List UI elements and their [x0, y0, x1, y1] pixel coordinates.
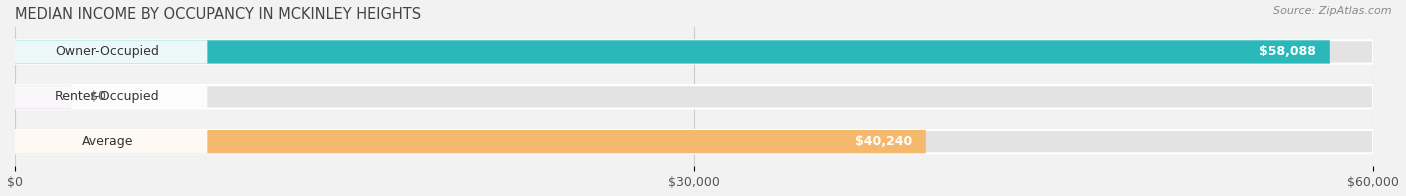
Text: MEDIAN INCOME BY OCCUPANCY IN MCKINLEY HEIGHTS: MEDIAN INCOME BY OCCUPANCY IN MCKINLEY H…	[15, 7, 420, 22]
Text: Source: ZipAtlas.com: Source: ZipAtlas.com	[1274, 6, 1392, 16]
FancyBboxPatch shape	[15, 130, 925, 153]
FancyBboxPatch shape	[15, 40, 1374, 64]
FancyBboxPatch shape	[15, 40, 1330, 64]
FancyBboxPatch shape	[15, 85, 207, 108]
Text: Average: Average	[82, 135, 134, 148]
FancyBboxPatch shape	[15, 85, 72, 108]
FancyBboxPatch shape	[15, 130, 207, 153]
FancyBboxPatch shape	[15, 85, 1374, 108]
Text: Renter-Occupied: Renter-Occupied	[55, 90, 160, 103]
FancyBboxPatch shape	[15, 130, 1374, 153]
Text: $58,088: $58,088	[1260, 45, 1316, 58]
Text: Owner-Occupied: Owner-Occupied	[55, 45, 159, 58]
Text: $40,240: $40,240	[855, 135, 912, 148]
Text: $0: $0	[90, 90, 105, 103]
FancyBboxPatch shape	[15, 40, 207, 64]
